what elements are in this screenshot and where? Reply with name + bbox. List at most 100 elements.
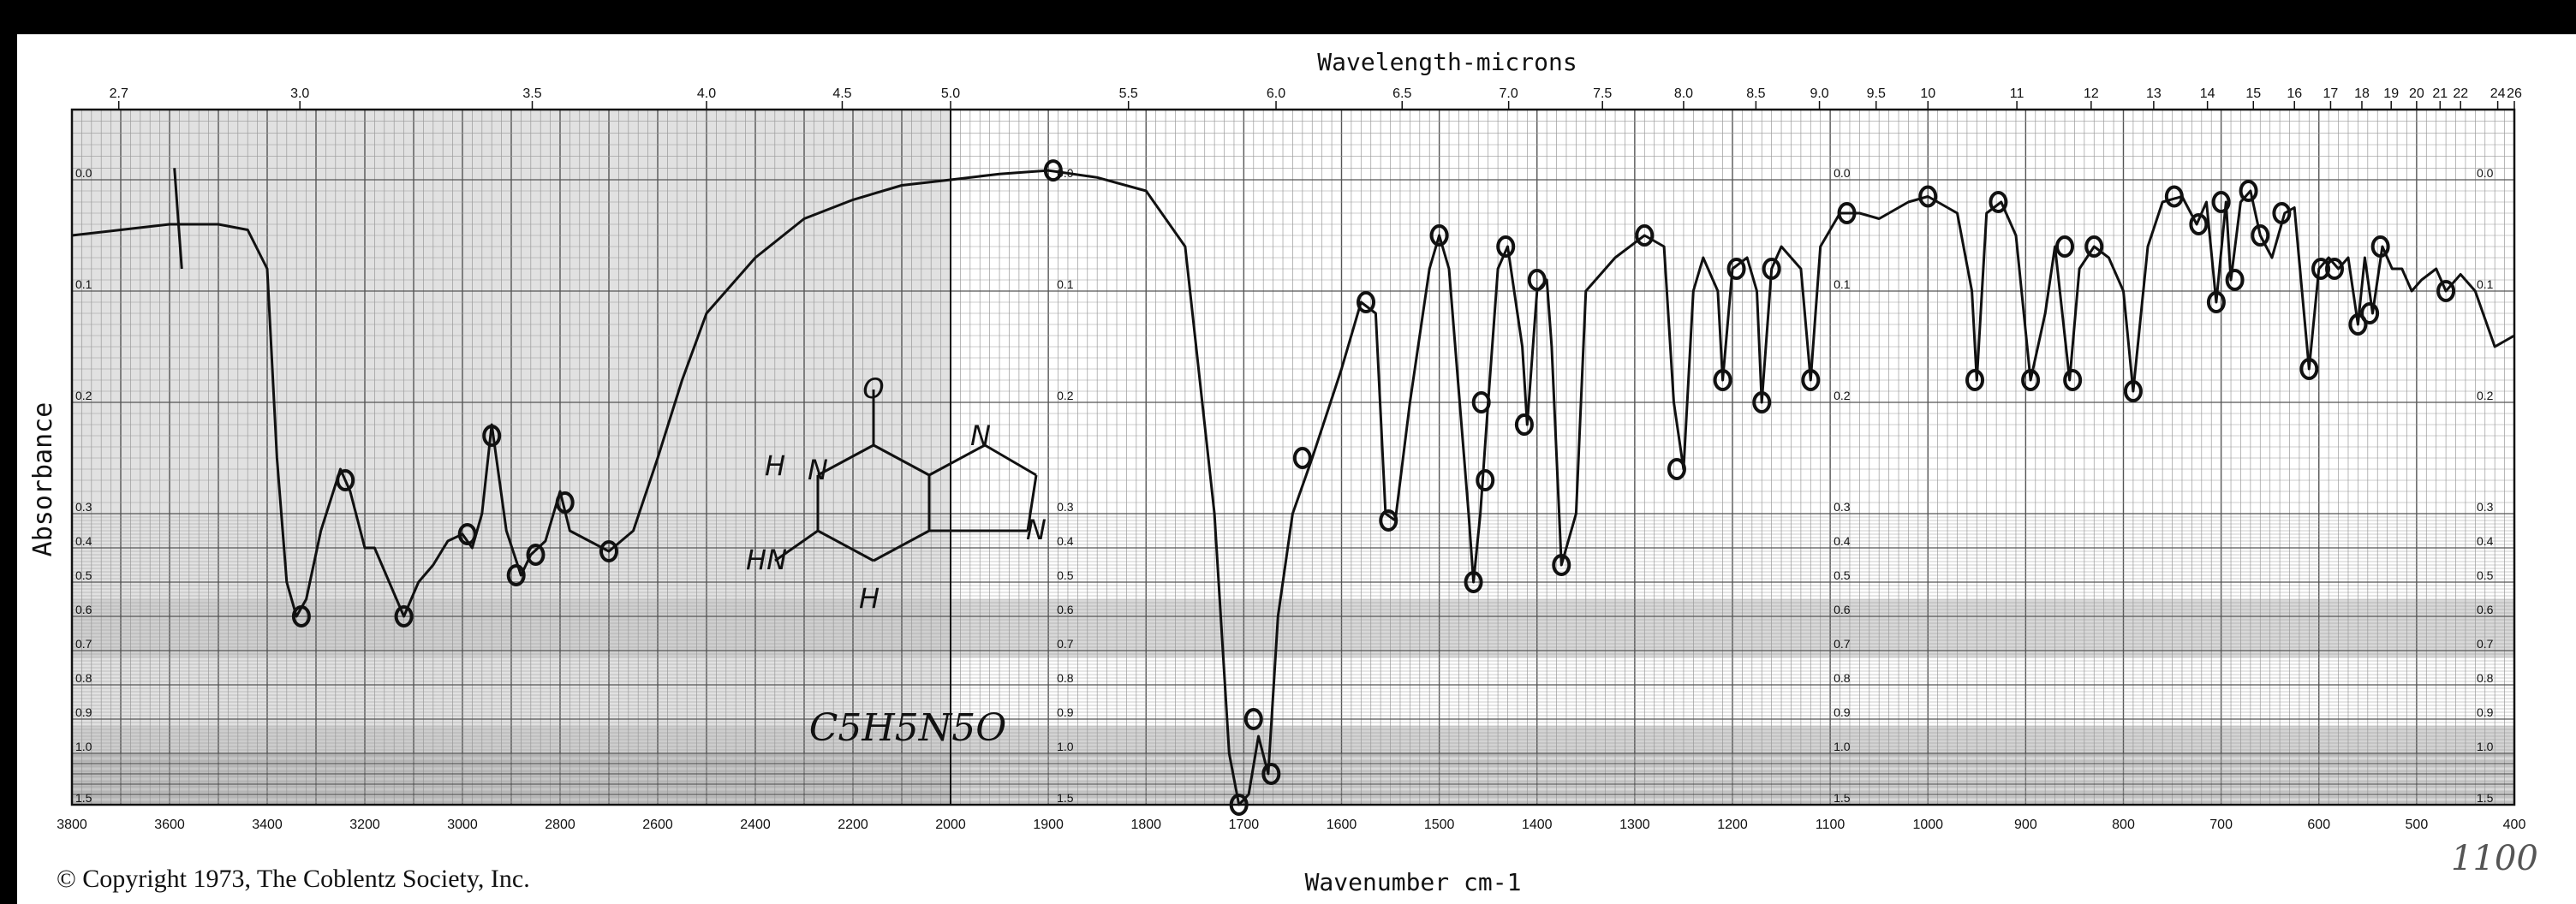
y-tick-label: 0.9 <box>1834 705 1851 719</box>
top-tick-label: 12 <box>2084 86 2099 101</box>
y-tick-label: 0.8 <box>1057 671 1074 685</box>
peak-marker <box>336 469 355 491</box>
top-tick-label: 24 <box>2490 86 2506 101</box>
peak-marker <box>2311 258 2331 280</box>
x-tick-label: 1900 <box>1033 818 1064 832</box>
peak-marker <box>394 605 414 627</box>
y-tick-label: 0.2 <box>75 389 92 402</box>
atom-label: HN <box>746 544 787 576</box>
x-tick-label: 1300 <box>1619 818 1650 832</box>
peak-marker <box>1713 369 1732 391</box>
chart-labels: 3800 3600 3400 3200 3000 2800 2600 2400 2200 2000… <box>28 48 2525 896</box>
x-tick-label: 900 <box>2014 818 2037 832</box>
y-tick-label: 0.5 <box>2477 568 2494 582</box>
peak-marker <box>555 491 575 514</box>
x-tick-label: 1800 <box>1130 818 1161 832</box>
y-tick-label: 0.3 <box>75 500 92 514</box>
pen-mark <box>173 168 183 270</box>
y-tick-label: 1.5 <box>1057 791 1074 805</box>
peak-marker <box>2164 185 2184 208</box>
copyright-text: © Copyright 1973, The Coblentz Society, … <box>57 865 530 893</box>
bond-line <box>1026 474 1038 532</box>
x-tick-label: 3200 <box>349 818 380 832</box>
top-border <box>0 0 2576 34</box>
bond-line <box>928 443 986 477</box>
y-tick-label: 0.2 <box>2477 389 2494 402</box>
y-tick-label: 0.4 <box>1834 534 1851 548</box>
top-tick-label: 5.5 <box>1119 86 1138 101</box>
peak-marker <box>1801 369 1821 391</box>
peak-marker <box>1635 224 1655 247</box>
bond-line <box>774 529 819 562</box>
atom-label: N <box>808 454 828 486</box>
y-tick-label: 1.5 <box>2477 791 2494 805</box>
peak-marker <box>1243 708 1263 730</box>
peak-marker <box>2189 213 2209 235</box>
atom-label: O <box>862 372 884 405</box>
y-tick-label: 1.0 <box>2477 740 2494 753</box>
peak-marker <box>2325 258 2345 280</box>
bond-line <box>817 529 874 562</box>
top-tick-label: 2.7 <box>110 86 128 101</box>
y-tick-label: 0.0 <box>1834 166 1851 180</box>
top-tick-label: 3.5 <box>522 86 541 101</box>
peak-marker <box>2084 235 2104 258</box>
bond-line <box>817 443 874 477</box>
peak-marker <box>1837 202 1857 224</box>
x-tick-label: 800 <box>2112 818 2135 832</box>
y-tick-label: 0.2 <box>1057 389 1074 402</box>
peak-marker <box>1464 571 1483 593</box>
top-tick-label: 11 <box>2010 86 2024 101</box>
peak-marker <box>2063 369 2083 391</box>
x-tick-label: 1100 <box>1816 818 1846 832</box>
y-tick-label: 0.8 <box>2477 671 2494 685</box>
top-tick-label: 15 <box>2245 86 2261 101</box>
peak-marker <box>1527 269 1547 291</box>
peak-marker <box>1762 258 1781 280</box>
peak-marker <box>1726 258 1746 280</box>
top-tick-label: 13 <box>2146 86 2162 101</box>
chart-grid <box>71 110 2515 806</box>
x-tick-label: 3000 <box>447 818 478 832</box>
y-tick-label: 0.6 <box>75 603 92 616</box>
top-tick-label: 5.0 <box>941 86 960 101</box>
peak-marker <box>1965 369 1985 391</box>
x-tick-label: 3400 <box>252 818 283 832</box>
x-tick-label: 600 <box>2307 818 2330 832</box>
x-tick-label: 500 <box>2406 818 2429 832</box>
top-tick-label: 7.0 <box>1500 86 1518 101</box>
top-tick-label: 8.5 <box>1746 86 1765 101</box>
y-tick-label: 0.6 <box>1057 603 1074 616</box>
top-tick-label: 19 <box>2383 86 2399 101</box>
y-tick-label: 0.7 <box>2477 637 2494 651</box>
peak-marker <box>2239 180 2258 202</box>
top-tick-label: 9.0 <box>1810 86 1828 101</box>
y-tick-label: 0.6 <box>2477 603 2494 616</box>
peak-marker <box>1552 554 1571 576</box>
peak-marker <box>2299 358 2319 380</box>
top-tick-label: 10 <box>1920 86 1935 101</box>
peak-marker <box>1261 763 1281 785</box>
peak-marker <box>1043 159 1063 182</box>
y-tick-label: 0.7 <box>1057 637 1074 651</box>
top-tick-label: 6.5 <box>1392 86 1411 101</box>
peak-marker <box>506 564 526 586</box>
y-tick-label: 0.0 <box>75 166 92 180</box>
chart-series <box>71 168 2515 806</box>
peak-marker <box>1476 469 1495 491</box>
peak-marker <box>1379 509 1398 532</box>
y-tick-label: 0.9 <box>2477 705 2494 719</box>
x-tick-label: 3800 <box>57 818 87 832</box>
y-tick-label: 0.7 <box>1834 637 1851 651</box>
left-border <box>0 0 17 904</box>
top-tick-label: 9.5 <box>1867 86 1886 101</box>
handwritten-note: 1100 <box>2451 839 2538 878</box>
peak-marker <box>1667 458 1686 480</box>
shaded-band <box>72 599 2514 657</box>
bond-line <box>984 443 1037 477</box>
chart-axes <box>70 101 2516 806</box>
top-tick-label: 4.5 <box>832 86 851 101</box>
y-tick-label: 1.5 <box>75 791 92 805</box>
top-tick-label: 17 <box>2323 86 2339 101</box>
